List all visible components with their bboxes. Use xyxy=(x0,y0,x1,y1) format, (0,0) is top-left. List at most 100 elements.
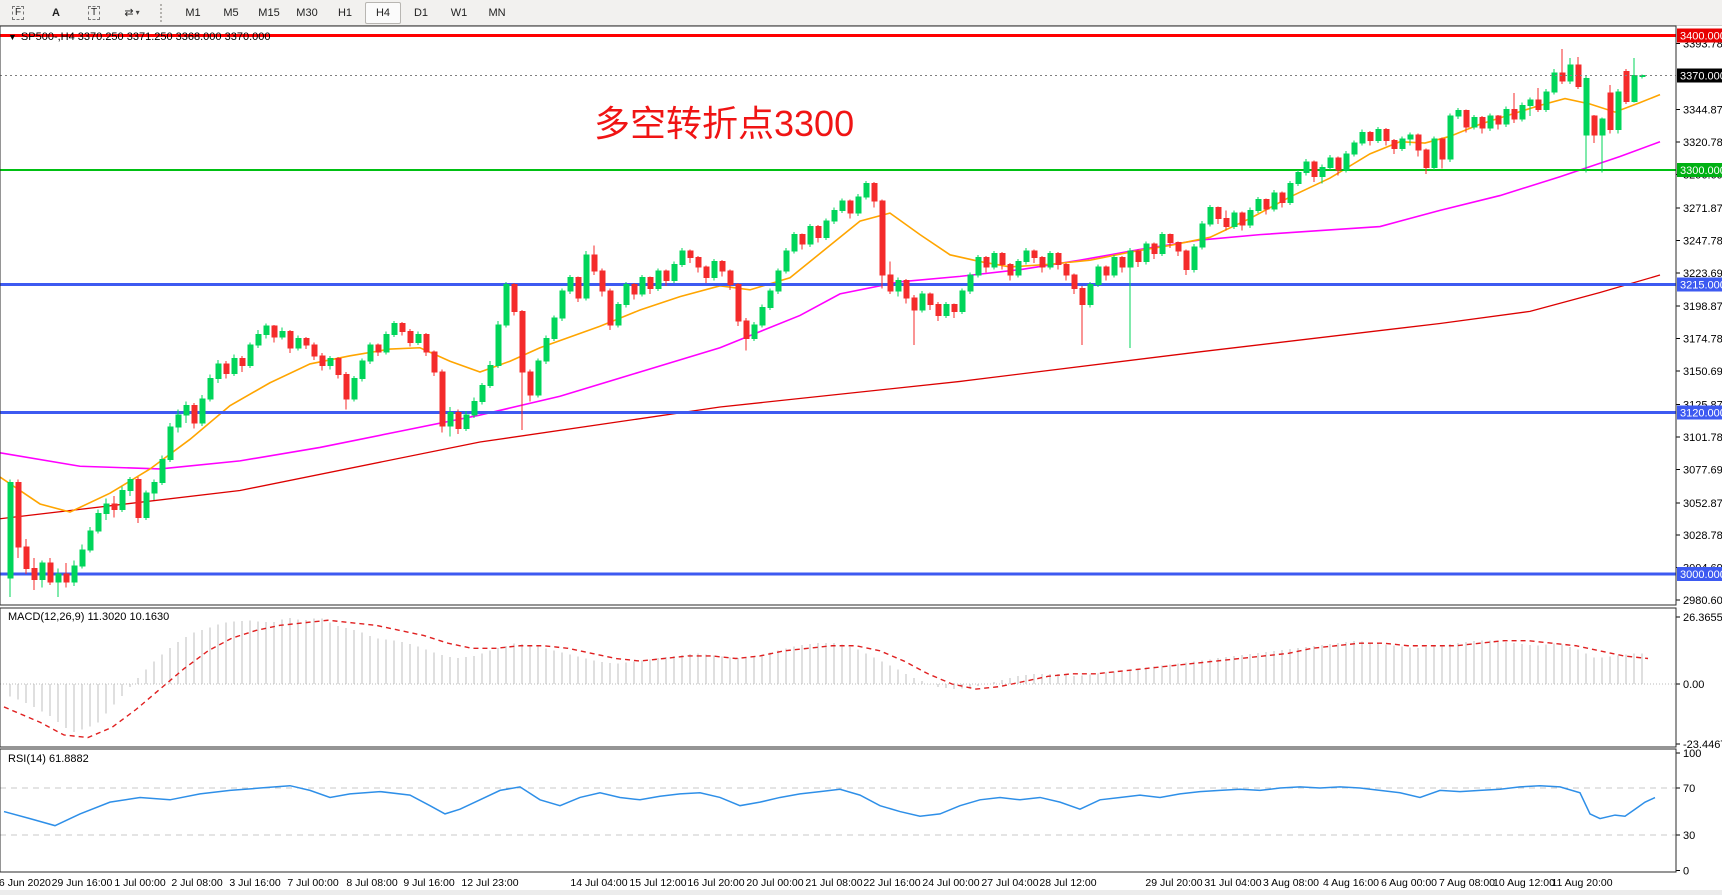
level-label-3300.000: 3300.000 xyxy=(1680,165,1722,177)
rsi-line xyxy=(3,784,1656,827)
candles-layer xyxy=(7,48,1646,597)
chevron-down-icon: ▾ xyxy=(135,8,140,17)
date-tick-label: 10 Aug 12:00 xyxy=(1493,877,1555,889)
timeframe-button-group: M1 M5 M15 M30 H1 H4 D1 W1 MN xyxy=(175,1,515,24)
price-tick-label: 3320.780 xyxy=(1683,137,1722,149)
current-price-label: 3370.000 xyxy=(1680,71,1722,83)
date-tick-label: 7 Jul 00:00 xyxy=(287,877,339,889)
symbol-dropdown-icon[interactable]: ▼ xyxy=(8,32,17,42)
date-tick-label: 2 Jul 08:00 xyxy=(171,877,223,889)
text-tool-glyph: T xyxy=(87,5,101,20)
macd-tick-label: 0.00 xyxy=(1683,679,1704,691)
date-tick-label: 29 Jul 20:00 xyxy=(1145,877,1202,889)
rsi-indicator-label: RSI(14) 61.8882 xyxy=(8,753,89,765)
cursor-mode-icon[interactable]: F xyxy=(0,2,36,24)
rsi-tick-label: 30 xyxy=(1683,830,1695,842)
toolbar: F A T ⇄ ▾ M1 M5 M15 M30 H1 H4 D1 W1 MN xyxy=(0,0,1722,26)
date-tick-label: 6 Aug 00:00 xyxy=(1381,877,1437,889)
price-tick-label: 3101.780 xyxy=(1683,432,1722,444)
price-tick-label: 3223.690 xyxy=(1683,268,1722,280)
tf-button-m1[interactable]: M1 xyxy=(185,6,201,19)
date-tick-label: 26 Jun 2020 xyxy=(0,877,51,889)
price-tick-label: 3052.870 xyxy=(1683,498,1722,510)
date-tick-label: 8 Jul 08:00 xyxy=(346,877,398,889)
price-tick-label: 3344.870 xyxy=(1683,105,1722,117)
tf-button-m30[interactable]: M30 xyxy=(296,6,318,19)
tf-button-h1[interactable]: H1 xyxy=(337,6,353,19)
date-tick-label: 3 Aug 08:00 xyxy=(1263,877,1319,889)
macd-indicator-label: MACD(12,26,9) 11.3020 10.1630 xyxy=(8,611,170,623)
macd-tick-label: -23.4467 xyxy=(1683,739,1722,751)
level-label-3400.000-bg xyxy=(1677,28,1722,43)
level-label-3300.000-bg xyxy=(1677,162,1722,177)
date-tick-label: 31 Jul 04:00 xyxy=(1204,877,1261,889)
ma-line xyxy=(0,274,1661,520)
tf-button-m15[interactable]: M15 xyxy=(258,6,280,19)
price-tick-label: 2980.600 xyxy=(1683,595,1722,607)
date-tick-label: 12 Jul 23:00 xyxy=(461,877,518,889)
date-tick-label: 9 Jul 16:00 xyxy=(403,877,455,889)
price-tick-label: 3271.870 xyxy=(1683,203,1722,215)
date-tick-label: 7 Aug 08:00 xyxy=(1439,877,1495,889)
annotate-tool-button[interactable]: A xyxy=(38,2,74,24)
macd-signal-line xyxy=(3,619,1649,739)
price-tick-label: 3198.870 xyxy=(1683,301,1722,313)
date-tick-label: 20 Jul 00:00 xyxy=(746,877,803,889)
level-label-3215.000-bg xyxy=(1677,277,1722,292)
ma-line xyxy=(0,140,1661,470)
tf-button-d1[interactable]: D1 xyxy=(413,6,429,19)
date-tick-label: 15 Jul 12:00 xyxy=(629,877,686,889)
price-tick-label: 3028.780 xyxy=(1683,530,1722,542)
price-tick-label: 3150.690 xyxy=(1683,366,1722,378)
date-tick-label: 28 Jul 12:00 xyxy=(1039,877,1096,889)
date-tick-label: 14 Jul 04:00 xyxy=(570,877,627,889)
date-tick-label: 4 Aug 16:00 xyxy=(1323,877,1379,889)
toolbar-grip[interactable] xyxy=(160,3,169,22)
rsi-tick-label: 70 xyxy=(1683,783,1695,795)
date-tick-label: 27 Jul 04:00 xyxy=(981,877,1038,889)
bottom-strip xyxy=(0,890,1722,895)
date-tick-label: 16 Jul 20:00 xyxy=(687,877,744,889)
annotate-glyph: A xyxy=(52,6,60,19)
tf-button-mn[interactable]: MN xyxy=(488,6,506,19)
date-tick-label: 3 Jul 16:00 xyxy=(229,877,281,889)
main-chart[interactable]: 3393.7803344.8703320.7803296.6903271.870… xyxy=(0,25,1722,895)
level-label-3120.000-bg xyxy=(1677,405,1722,420)
symbol-title[interactable]: ▼ SP500-,H4 3370.250 3371.250 3368.000 33… xyxy=(8,31,270,43)
date-tick-label: 11 Aug 20:00 xyxy=(1551,877,1612,889)
panel-bg-0 xyxy=(0,26,1722,605)
macd-panel: 26.3655 0.00 -23.4467 xyxy=(0,612,1722,751)
panel-bg-2 xyxy=(0,749,1722,872)
date-tick-label: 22 Jul 16:00 xyxy=(863,877,920,889)
panel-bg-1 xyxy=(0,608,1722,747)
tf-button-w1[interactable]: W1 xyxy=(450,6,468,19)
text-tool-button[interactable]: T xyxy=(76,2,112,24)
date-tick-label: 29 Jun 16:00 xyxy=(52,877,113,889)
cursor-mode-glyph: F xyxy=(11,5,25,20)
symbol-ohlc-text: SP500-,H4 3370.250 3371.250 3368.000 337… xyxy=(20,31,271,43)
tf-button-h4[interactable]: H4 xyxy=(365,1,401,24)
rsi-tick-label: 100 xyxy=(1683,748,1701,760)
ma-line xyxy=(0,93,1661,513)
date-tick-label: 1 Jul 00:00 xyxy=(114,877,166,889)
current-price-label-bg xyxy=(1677,68,1722,83)
price-tick-label: 3174.780 xyxy=(1683,334,1722,346)
level-label-3120.000: 3120.000 xyxy=(1680,407,1722,419)
arrows-icon: ⇄ xyxy=(124,7,134,19)
level-label-3215.000: 3215.000 xyxy=(1680,279,1722,291)
macd-tick-label: 26.3655 xyxy=(1683,612,1722,624)
main-panel: 3393.7803344.8703320.7803296.6903271.870… xyxy=(0,28,1722,607)
chart-annotation-text: 多空转折点3300 xyxy=(594,103,855,144)
price-tick-label: 3247.780 xyxy=(1683,235,1722,247)
date-tick-label: 24 Jul 00:00 xyxy=(922,877,979,889)
rsi-panel: 100 70 30 0 xyxy=(0,748,1701,877)
level-label-3000.000-bg xyxy=(1677,567,1722,581)
rsi-tick-label: 0 xyxy=(1683,865,1689,877)
price-tick-label: 3077.690 xyxy=(1683,464,1722,476)
level-label-3400.000: 3400.000 xyxy=(1680,30,1722,42)
arrange-windows-button[interactable]: ⇄ ▾ xyxy=(114,2,150,24)
date-tick-label: 21 Jul 08:00 xyxy=(805,877,862,889)
tf-button-m5[interactable]: M5 xyxy=(223,6,239,19)
